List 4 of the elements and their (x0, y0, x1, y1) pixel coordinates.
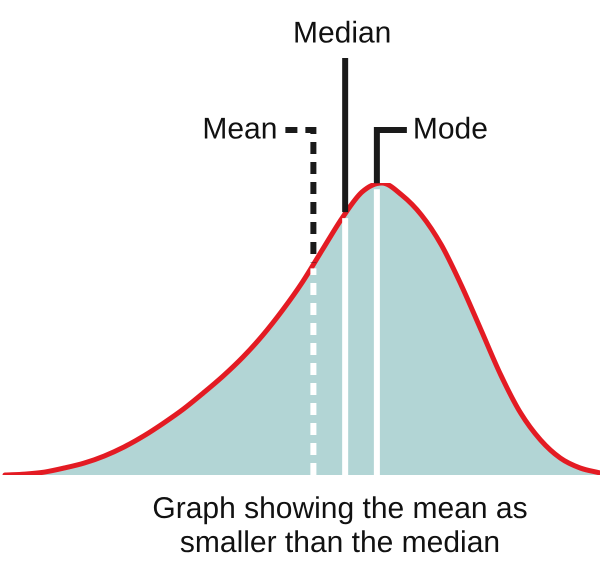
text: Graph showing the mean as smaller than the median (151, 492, 529, 560)
text: Mode (412, 112, 488, 146)
text: Mean (202, 112, 278, 146)
text: Median (292, 16, 392, 50)
